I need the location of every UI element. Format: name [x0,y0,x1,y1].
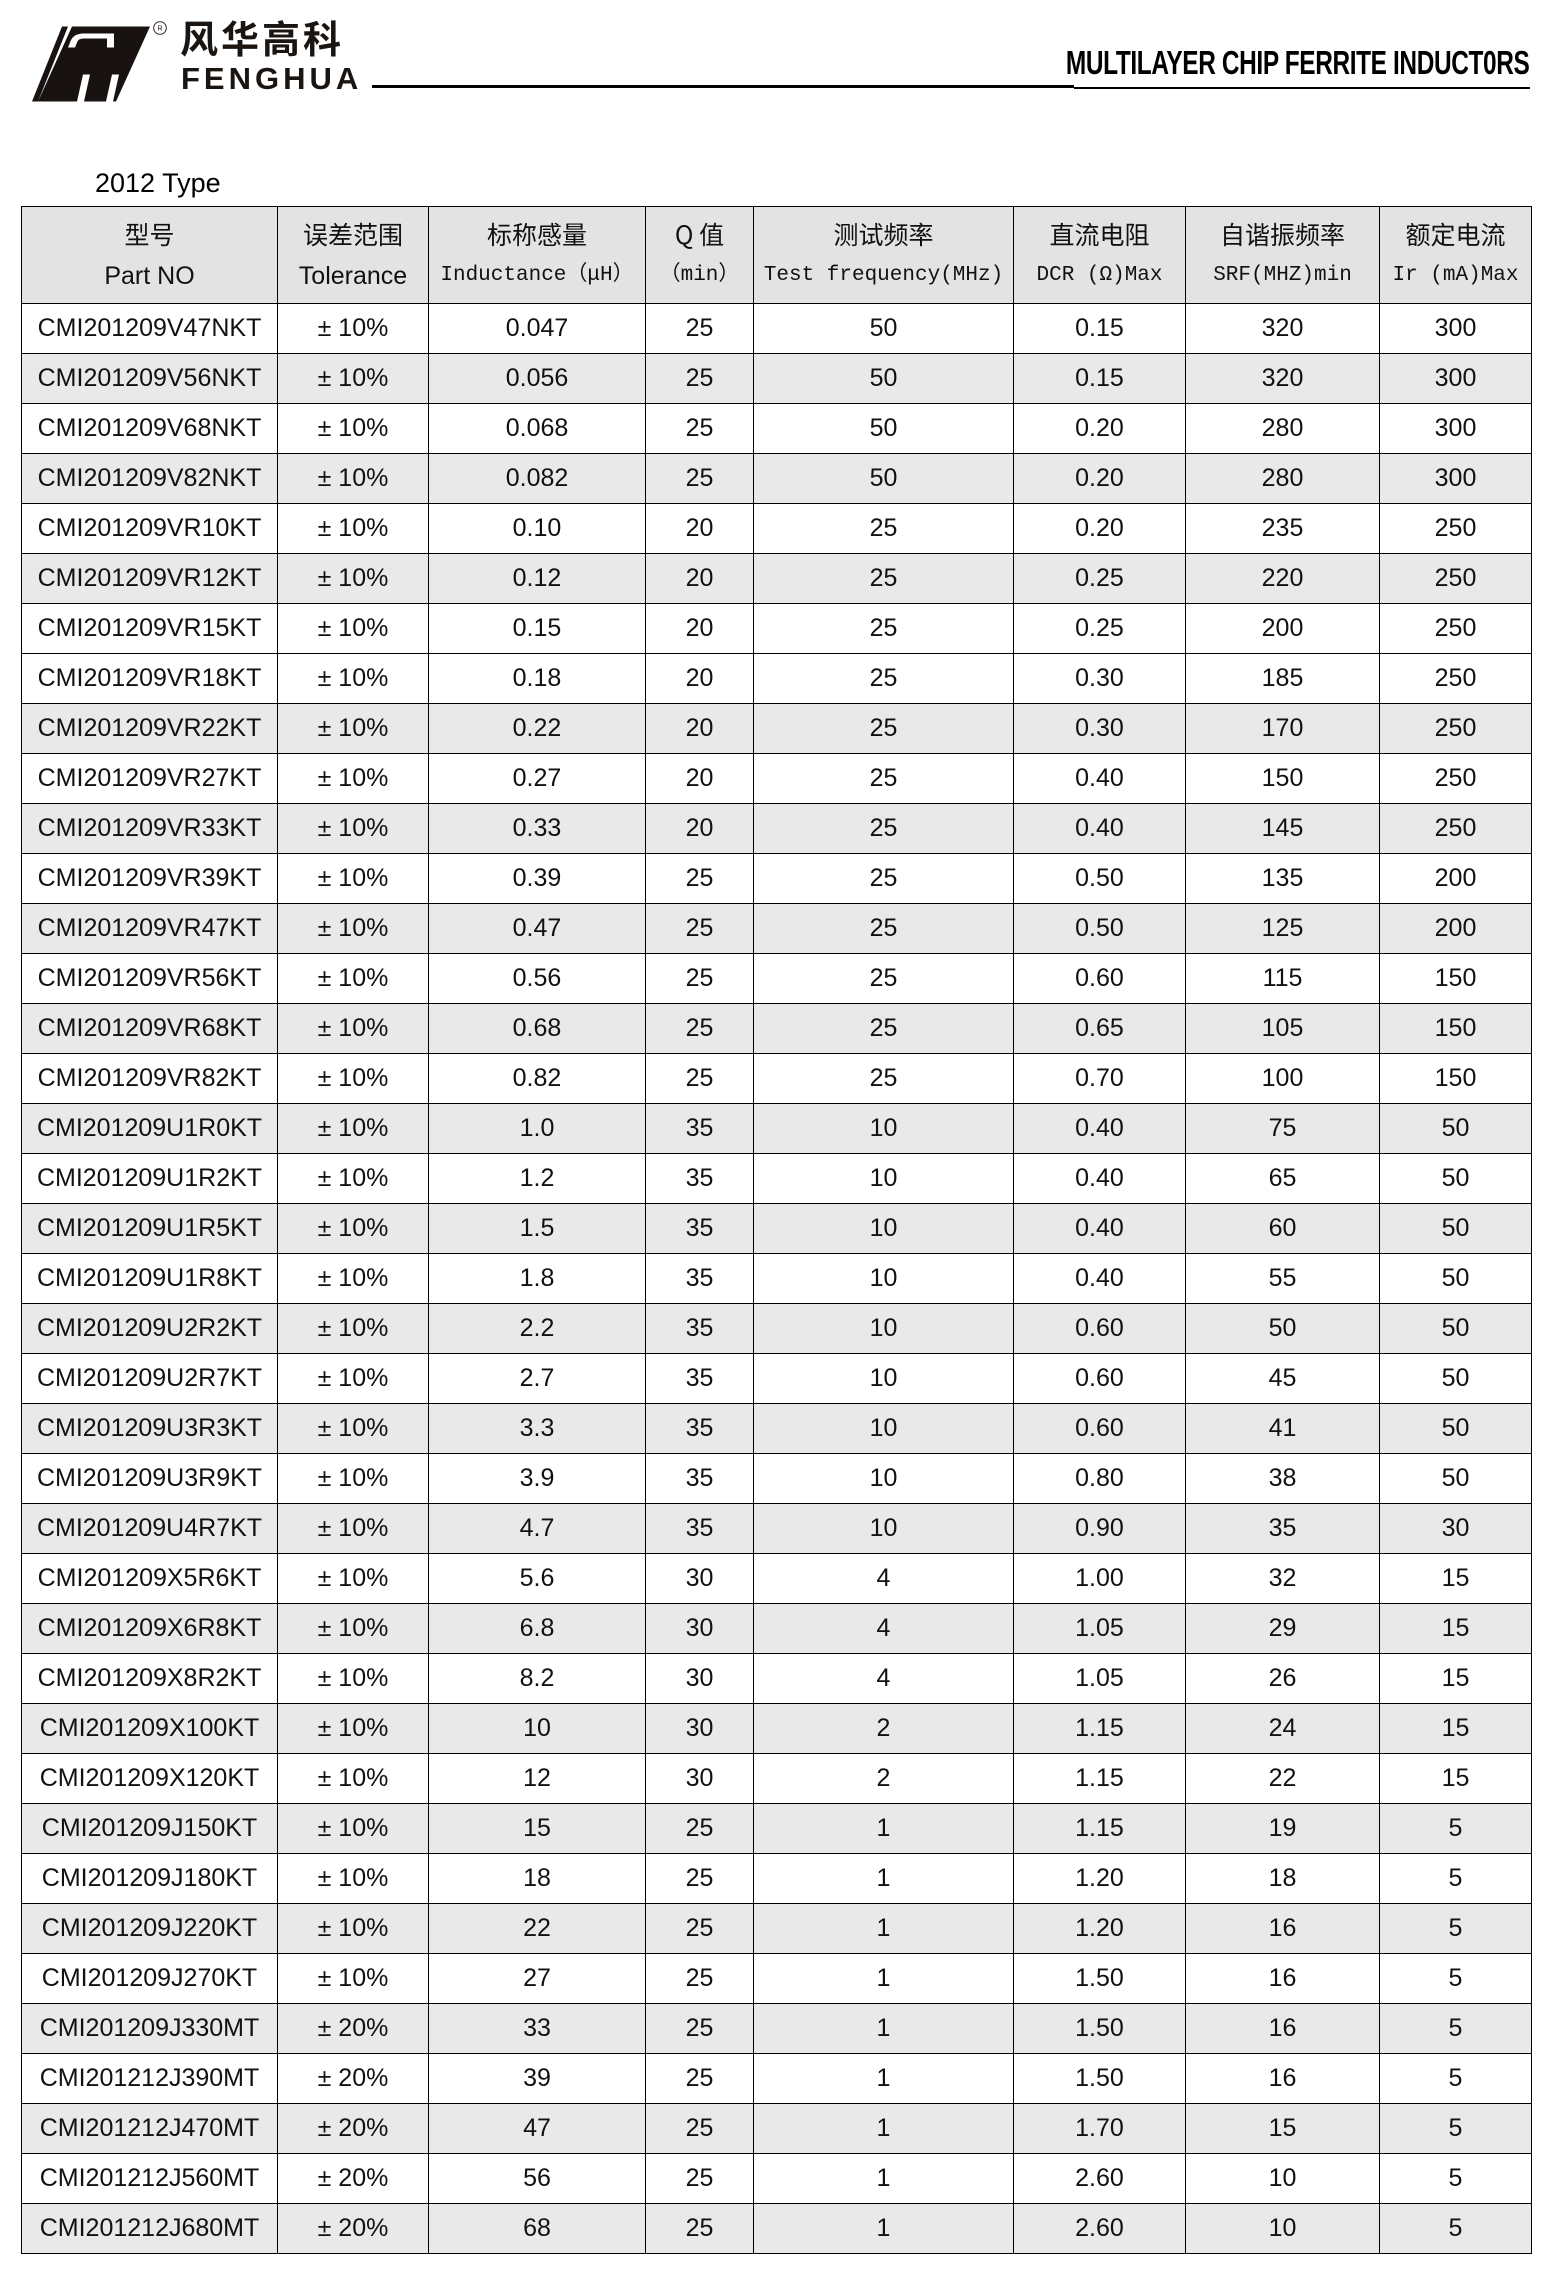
svg-text:R: R [157,26,162,33]
